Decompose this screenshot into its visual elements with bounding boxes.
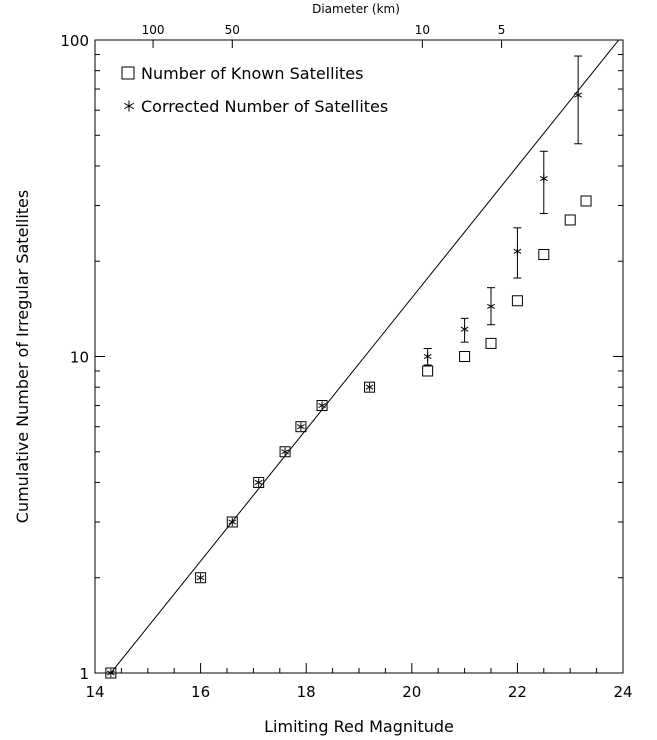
corrected-satellite-point <box>254 478 263 487</box>
top-tick-label: 50 <box>225 23 240 37</box>
asterisk-stroke <box>539 176 548 182</box>
corrected-satellite-point <box>318 401 326 410</box>
known-satellite-point <box>580 195 592 207</box>
asterisk-stroke <box>318 402 326 409</box>
corrected-satellite-point <box>228 517 237 527</box>
known-satellite-point <box>195 572 207 584</box>
legend-asterisk-marker <box>123 100 135 112</box>
corrected-satellite-point <box>297 422 305 431</box>
corrected-satellite-point <box>196 573 205 582</box>
asterisk-stroke <box>196 575 205 581</box>
asterisk-stroke <box>281 449 289 455</box>
asterisk-stroke <box>513 248 522 254</box>
corrected-satellite-point <box>513 247 522 256</box>
y-tick-label: 1 <box>79 665 89 683</box>
y-tick-label: 100 <box>60 32 89 50</box>
known-satellites-series <box>105 195 592 679</box>
asterisk-stroke <box>365 384 374 390</box>
asterisk-stroke <box>423 353 432 360</box>
x-tick-label: 24 <box>613 683 632 701</box>
corrected-satellite-point <box>365 382 374 392</box>
corrected-satellite-point <box>281 447 289 456</box>
legend-label-corrected: Corrected Number of Satellites <box>141 97 388 116</box>
plot-frame <box>94 39 624 674</box>
x-tick-label: 18 <box>297 683 316 701</box>
corrected-satellite-point <box>539 174 548 183</box>
known-satellite-point <box>316 400 328 412</box>
legend-label-known: Number of Known Satellites <box>141 64 363 83</box>
asterisk-stroke <box>106 670 115 676</box>
known-satellite-point <box>364 381 376 393</box>
x-tick-label: 22 <box>508 683 527 701</box>
asterisk-stroke <box>574 92 583 98</box>
x-tick-label: 20 <box>402 683 421 701</box>
error-bar <box>574 55 583 145</box>
known-satellite-point <box>538 249 550 261</box>
asterisk-stroke <box>123 102 135 110</box>
x-axis-title: Limiting Red Magnitude <box>264 717 454 736</box>
asterisk-stroke <box>487 303 495 309</box>
x-tick-label: 16 <box>191 683 210 701</box>
known-satellite-point <box>279 446 291 458</box>
corrected-satellites-series <box>106 90 583 678</box>
known-satellite-point <box>226 516 238 528</box>
top-tick-label: 10 <box>415 23 430 37</box>
known-satellite-point <box>511 295 523 307</box>
y-tick-label: 10 <box>70 349 89 367</box>
known-satellite-point <box>564 214 576 226</box>
top-axis-title: Diameter (km) <box>312 2 400 16</box>
known-satellite-point <box>422 365 434 377</box>
x-tick-label: 14 <box>85 683 104 701</box>
axis-ticks <box>94 39 624 674</box>
corrected-satellite-point <box>423 352 432 361</box>
fit-line <box>110 40 620 673</box>
top-tick-label: 100 <box>142 23 165 37</box>
corrected-satellite-point <box>460 324 469 334</box>
legend-square-marker <box>121 66 135 80</box>
asterisk-stroke <box>460 326 469 332</box>
known-satellite-point <box>485 337 497 349</box>
corrected-satellite-point <box>487 302 495 311</box>
known-satellite-point <box>459 351 471 362</box>
top-tick-label: 5 <box>498 23 506 37</box>
y-axis-title: Cumulative Number of Irregular Satellite… <box>13 190 32 523</box>
legend: Number of Known Satellites Corrected Num… <box>121 64 388 116</box>
error-bars <box>423 55 583 366</box>
corrected-satellite-point <box>106 668 115 678</box>
legend-asterisk-glyph <box>123 100 135 112</box>
known-satellite-point <box>105 667 117 679</box>
asterisk-stroke <box>228 519 237 525</box>
tick-labels: 14 16 18 20 22 24 100 50 10 5 1 10 100 <box>60 23 632 701</box>
corrected-satellite-point <box>574 90 583 100</box>
asterisk-stroke <box>297 424 305 430</box>
known-satellite-point <box>295 421 307 433</box>
asterisk-stroke <box>254 479 263 485</box>
known-satellite-point <box>253 476 265 488</box>
